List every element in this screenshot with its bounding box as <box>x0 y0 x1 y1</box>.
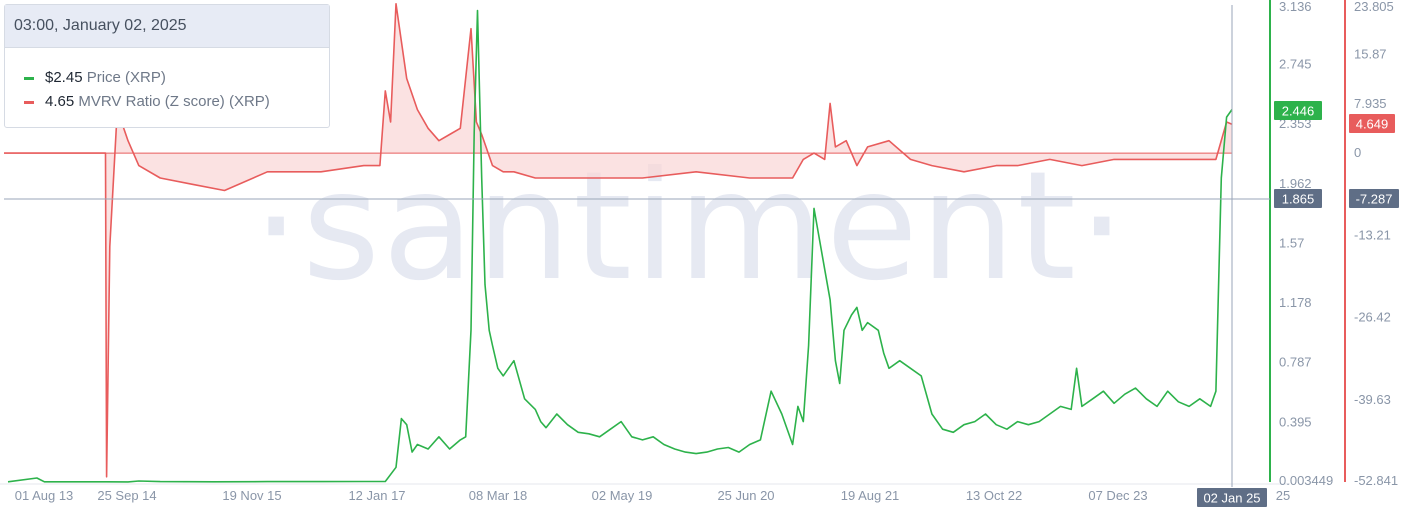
crosshair <box>4 5 1270 487</box>
x-cursor-flag: 02 Jan 25 <box>1197 488 1267 507</box>
price-current-flag: 2.446 <box>1274 101 1322 120</box>
x-axis-tick: 13 Oct 22 <box>966 488 1022 503</box>
price-current-flag-text: 2.446 <box>1282 104 1315 119</box>
price-axis-tick: 3.136 <box>1279 0 1312 14</box>
mvrv-current-flag-text: 4.649 <box>1356 117 1389 132</box>
mvrv-axis-tick: 0 <box>1354 145 1361 160</box>
x-axis-tick: 07 Dec 23 <box>1088 488 1147 503</box>
mvrv-fill-area <box>4 3 1232 477</box>
tick-labels: 3.1362.7452.3531.9621.571.1780.7870.3950… <box>15 0 1398 503</box>
mvrv-label: MVRV Ratio (Z score) (XRP) <box>78 93 270 110</box>
price-cursor-flag-bg <box>1274 189 1322 208</box>
mvrv-current-flag: 4.649 <box>1349 114 1395 133</box>
x-axis-tick: 01 Aug 13 <box>15 488 74 503</box>
mvrv-cursor-flag-text: -7.287 <box>1356 192 1393 207</box>
price-axis-tick: 1.57 <box>1279 235 1304 250</box>
x-cursor-flag-text: 02 Jan 25 <box>1203 491 1260 506</box>
mvrv-swatch <box>24 101 34 104</box>
mvrv-axis-tick: -52.841 <box>1354 473 1398 488</box>
price-axis-tick: 1.178 <box>1279 295 1312 310</box>
mvrv-axis-tick: -13.21 <box>1354 227 1391 242</box>
x-axis-tick: 02 May 19 <box>592 488 653 503</box>
axes <box>0 0 1346 485</box>
price-swatch <box>24 77 34 80</box>
price-line <box>7 9 1233 483</box>
x-axis-tick: 25 <box>1276 488 1290 503</box>
mvrv-line <box>4 3 1233 478</box>
x-axis-tick: 12 Jan 17 <box>348 488 405 503</box>
price-value: $2.45 <box>45 69 83 86</box>
mvrv-cursor-flag-bg <box>1349 189 1399 208</box>
price-axis-tick: 0.003449 <box>1279 473 1333 488</box>
x-axis-tick: 25 Sep 14 <box>97 488 156 503</box>
x-axis-tick: 25 Jun 20 <box>717 488 774 503</box>
mvrv-value: 4.65 <box>45 93 75 110</box>
mvrv-current-flag-bg <box>1349 114 1395 133</box>
tooltip-date: 03:00, January 02, 2025 <box>5 5 329 48</box>
legend-item-mvrv[interactable]: 4.65 MVRV Ratio (Z score) (XRP) <box>5 90 329 114</box>
mvrv-axis-tick: -39.63 <box>1354 392 1391 407</box>
x-cursor-flag-bg <box>1197 488 1267 507</box>
x-axis-tick: 19 Aug 21 <box>841 488 900 503</box>
price-cursor-flag-text: 1.865 <box>1282 192 1315 207</box>
series-lines <box>4 3 1233 483</box>
mvrv-cursor-flag: -7.287 <box>1349 189 1399 208</box>
x-axis-tick: 19 Nov 15 <box>222 488 281 503</box>
price-axis-tick: 2.745 <box>1279 57 1312 72</box>
mvrv-axis-tick: 15.87 <box>1354 46 1387 61</box>
value-flags: 2.446 1.865 4.649 -7.287 02 Jan 25 <box>1197 101 1399 507</box>
mvrv-axis-tick: -26.42 <box>1354 310 1391 325</box>
price-axis-tick: 0.395 <box>1279 414 1312 429</box>
mvrv-axis-tick: 23.805 <box>1354 0 1394 14</box>
price-axis-tick: 0.787 <box>1279 355 1312 370</box>
price-current-flag-bg <box>1274 101 1322 120</box>
mvrv-axis-tick: 7.935 <box>1354 96 1387 111</box>
tooltip-legend: 03:00, January 02, 2025 $2.45 Price (XRP… <box>4 4 330 128</box>
x-axis-tick: 08 Mar 18 <box>469 488 528 503</box>
price-label: Price (XRP) <box>86 69 166 86</box>
price-axis-tick: 1.962 <box>1279 176 1312 191</box>
price-cursor-flag: 1.865 <box>1274 189 1322 208</box>
legend-item-price[interactable]: $2.45 Price (XRP) <box>5 66 329 90</box>
